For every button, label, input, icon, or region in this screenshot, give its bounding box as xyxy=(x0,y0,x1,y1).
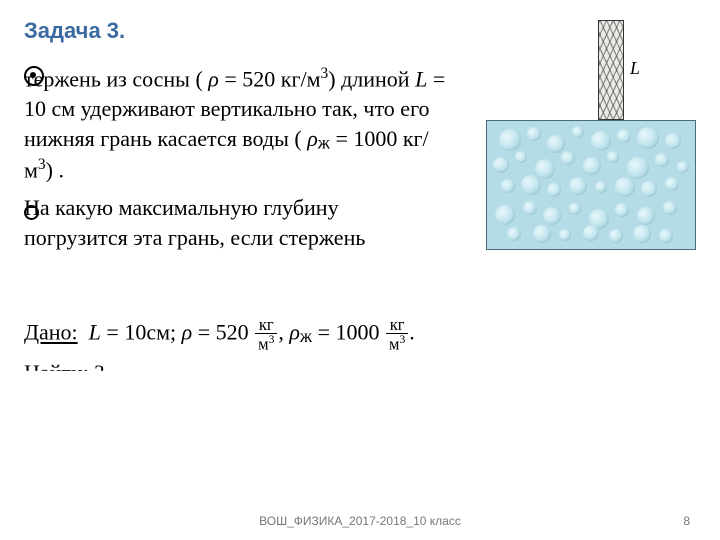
p4-b: ) . xyxy=(46,157,64,182)
bubble xyxy=(633,225,651,243)
rho-sym: ρ xyxy=(208,66,219,91)
bubble xyxy=(665,133,681,149)
crop-mask xyxy=(0,374,720,504)
dano-rhozhval: = 1000 xyxy=(312,320,379,345)
dano-rhoval: = 520 xyxy=(192,320,248,345)
dano-L: L xyxy=(89,320,101,345)
p6: погрузится эта грань, если стержень xyxy=(24,225,365,250)
bubble xyxy=(559,229,571,241)
figure-L-label: L xyxy=(630,58,640,79)
bubble xyxy=(501,179,515,193)
p5: На какую максимальную глубину xyxy=(24,195,339,220)
task-title: Задача 3. xyxy=(24,18,125,44)
bullet-icon xyxy=(24,66,44,86)
bubble xyxy=(495,205,515,225)
bubble xyxy=(615,203,629,217)
bubble xyxy=(543,207,561,225)
title-text: Задача 3. xyxy=(24,18,125,43)
frac2-num: кг xyxy=(386,316,408,334)
bubble xyxy=(523,201,537,215)
frac1-den: м3 xyxy=(255,334,277,353)
dano-zh: ж xyxy=(300,326,312,346)
dano-label: Дано: xyxy=(24,320,78,345)
bubble xyxy=(591,131,611,151)
bubble xyxy=(641,181,657,197)
L-sym: L xyxy=(415,66,427,91)
problem-text: тержень из сосны ( ρ = 520 кг/м 3) длиной… xyxy=(24,64,454,260)
bubble xyxy=(665,177,679,191)
bubble xyxy=(515,151,527,163)
bubble xyxy=(569,203,581,215)
bubble xyxy=(547,135,565,153)
bubble xyxy=(655,153,669,167)
p2-a: длиной xyxy=(341,66,415,91)
dano-sep: , xyxy=(278,320,289,345)
bubble xyxy=(521,175,541,195)
bubble xyxy=(535,159,555,179)
bubble xyxy=(507,227,521,241)
zh-sub: ж xyxy=(318,132,330,152)
p1-a: тержень из сосны ( xyxy=(24,66,208,91)
bubble xyxy=(609,229,623,243)
bubble xyxy=(572,126,584,138)
page-number: 8 xyxy=(683,514,690,528)
frac2-den: м3 xyxy=(386,334,408,353)
rho-zh-sym: ρ xyxy=(307,126,318,151)
bubble xyxy=(637,207,655,225)
rho-val: 520 кг/м xyxy=(242,66,320,91)
frac-kg-m3-2: кгм3 xyxy=(386,316,408,353)
bubble xyxy=(583,157,601,175)
cube2: 3 xyxy=(38,156,46,173)
p4-a: касается воды ( xyxy=(157,126,307,151)
bubble xyxy=(547,183,561,197)
bubble xyxy=(533,225,551,243)
bubble xyxy=(499,129,521,151)
hollow-circle-icon xyxy=(24,205,39,220)
bubble xyxy=(663,201,677,215)
dano-dot: . xyxy=(409,320,415,345)
dano-rho: ρ xyxy=(182,320,193,345)
wooden-rod xyxy=(598,20,624,120)
bubble xyxy=(627,157,649,179)
frac-kg-m3-1: кгм3 xyxy=(255,316,277,353)
given-line: Дано: L = 10см; ρ = 520 кгм3, ρж = 1000 … xyxy=(24,316,415,353)
bubble xyxy=(615,177,635,197)
figure: L xyxy=(486,20,696,250)
bubble xyxy=(493,157,509,173)
p1-b: ) xyxy=(328,66,335,91)
bubble xyxy=(595,181,607,193)
footer-text: ВОШ_ФИЗИКА_2017-2018_10 класс xyxy=(0,514,720,528)
frac1-num: кг xyxy=(255,316,277,334)
bubble xyxy=(607,151,619,163)
bubble xyxy=(677,161,689,173)
bubble xyxy=(583,225,599,241)
bubble xyxy=(527,127,541,141)
bubble xyxy=(561,151,575,165)
bubble xyxy=(569,177,587,195)
bubble xyxy=(617,129,631,143)
water-tank xyxy=(486,120,696,250)
dano-Lval: = 10см; xyxy=(101,320,182,345)
bubble xyxy=(637,127,659,149)
dano-rhozh: ρ xyxy=(289,320,300,345)
eq1: = xyxy=(219,66,242,91)
bubble xyxy=(659,229,673,243)
